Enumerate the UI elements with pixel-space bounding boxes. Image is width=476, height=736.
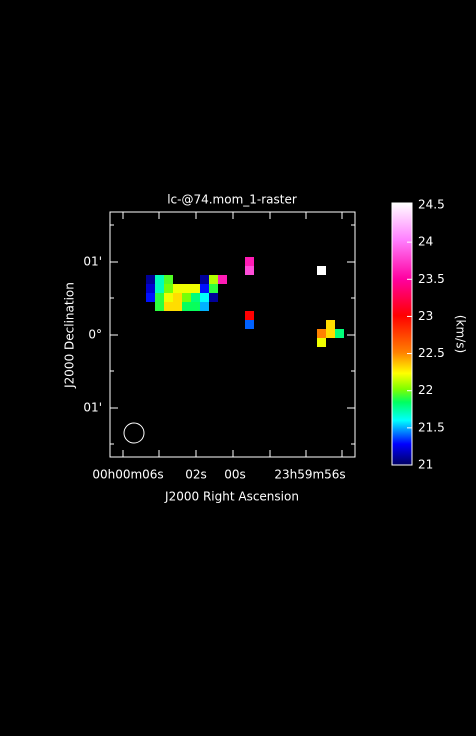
pixel	[182, 293, 191, 302]
pixel	[326, 329, 335, 338]
pixel	[200, 293, 209, 302]
pixel	[155, 302, 164, 311]
x-tick-label: 23h59m56s	[274, 468, 345, 482]
colorbar-tick-label: 23.5	[418, 272, 445, 286]
pixel	[146, 293, 155, 302]
pixel	[245, 320, 254, 329]
pixel	[146, 284, 155, 293]
pixel	[155, 284, 164, 293]
pixel	[146, 275, 155, 284]
pixel	[245, 257, 254, 266]
x-tick-label: 00h00m06s	[92, 468, 163, 482]
pixel	[200, 284, 209, 293]
colorbar-tick-label: 21	[418, 458, 433, 472]
y-axis-label: J2000 Declination	[63, 282, 77, 389]
pixel	[191, 293, 200, 302]
colorbar	[391, 202, 413, 466]
colorbar-label: (km/s)	[454, 315, 468, 353]
pixel	[218, 275, 227, 284]
pixel	[155, 275, 164, 284]
pixel	[209, 275, 218, 284]
chart-title: lc-@74.mom_1-raster	[167, 193, 297, 207]
pixel	[182, 284, 191, 293]
pixel	[164, 302, 173, 311]
pixel	[164, 275, 173, 284]
beam	[123, 422, 145, 444]
colorbar-tick-label: 24	[418, 235, 433, 249]
x-axis-label: J2000 Right Ascension	[164, 490, 299, 504]
pixel	[317, 329, 326, 338]
pixel	[200, 275, 209, 284]
pixel	[317, 266, 326, 275]
pixel	[209, 284, 218, 293]
x-tick-label: 00s	[224, 468, 246, 482]
pixel	[155, 293, 164, 302]
pixel	[245, 311, 254, 320]
pixel	[173, 293, 182, 302]
pixel	[191, 284, 200, 293]
colorbar-tick-label: 24.5	[418, 198, 445, 212]
pixel	[173, 302, 182, 311]
pixel	[182, 302, 191, 311]
colorbar-tick-label: 23	[418, 309, 433, 323]
pixel	[335, 329, 344, 338]
x-tick-label: 02s	[185, 468, 207, 482]
y-tick-label: 01'	[83, 255, 102, 269]
pixel	[173, 284, 182, 293]
pixel	[209, 293, 218, 302]
colorbar-tick-label: 22	[418, 383, 433, 397]
pixel	[164, 293, 173, 302]
pixel	[245, 266, 254, 275]
pixel	[200, 302, 209, 311]
pixel	[317, 338, 326, 347]
y-tick-label: 0°	[88, 328, 102, 342]
pixel	[326, 320, 335, 329]
pixel	[191, 302, 200, 311]
colorbar-tick-label: 21.5	[418, 420, 445, 434]
colorbar-tick-label: 22.5	[418, 346, 445, 360]
y-tick-label: 01'	[83, 401, 102, 415]
pixel	[164, 284, 173, 293]
